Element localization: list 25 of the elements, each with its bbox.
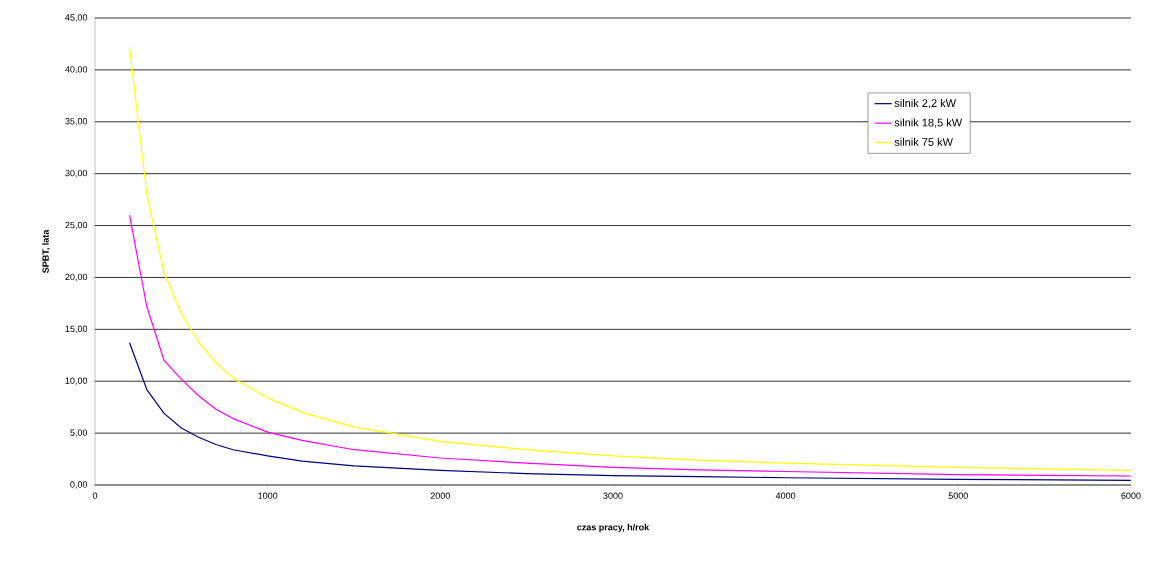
- y-tick-label: 40,00: [65, 66, 88, 74]
- line-series: [128, 46, 1131, 472]
- x-axis-title: czas pracy, h/rok: [577, 523, 650, 533]
- y-tick-label: 35,00: [65, 118, 88, 126]
- x-tick-label: 5000: [948, 492, 968, 499]
- line-series: [128, 214, 1131, 477]
- y-tick-label: 45,00: [65, 14, 88, 22]
- y-tick-label: 5,00: [70, 429, 88, 437]
- y-tick-label: 15,00: [65, 325, 88, 334]
- x-tick-label: 1000: [258, 492, 278, 499]
- y-tick-label: 10,00: [65, 377, 88, 385]
- legend-label: silnik 18,5 kW: [894, 118, 963, 128]
- x-tick-label: 6000: [1121, 492, 1141, 499]
- y-axis-title: SPBT, lata: [42, 229, 51, 273]
- y-tick-label: 0,00: [70, 481, 88, 489]
- x-tick-label: 2000: [430, 492, 450, 499]
- legend-label: silnik 2,2 kW: [894, 98, 956, 109]
- x-tick-label: 3000: [603, 492, 623, 499]
- legend-label: silnik 75 kW: [894, 137, 953, 146]
- x-tick-label: 4000: [775, 492, 796, 499]
- y-tick-label: 25,00: [65, 221, 88, 230]
- y-tick-label: 30,00: [65, 169, 88, 178]
- line-series: [128, 342, 1131, 481]
- x-tick-label: 0: [92, 492, 98, 499]
- y-tick-label: 20,00: [65, 273, 88, 282]
